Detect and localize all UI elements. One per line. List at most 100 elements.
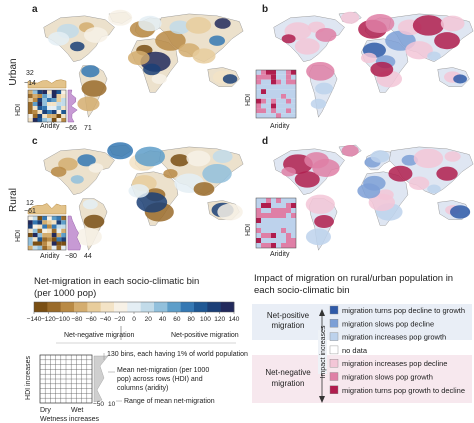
- map-region: [50, 166, 67, 177]
- colorbar-segment: [87, 302, 101, 312]
- heatmap-cell: [281, 228, 286, 233]
- heatmap-cell: [286, 223, 291, 228]
- heatmap-cell: [42, 228, 47, 233]
- heatmap-cell: [261, 208, 266, 213]
- heatmap-cell: [271, 223, 276, 228]
- heatmap-cell: [276, 98, 281, 104]
- heatmap-cell: [271, 74, 276, 80]
- heatmap-cell: [61, 110, 66, 114]
- heatmap-cell: [286, 103, 291, 109]
- colorbar-tick-label: 80: [188, 316, 196, 323]
- heatmap-cell: [32, 98, 38, 102]
- map-region: [70, 175, 84, 184]
- schematic-ylabel: HDI increases: [25, 356, 32, 400]
- heatmap-cell: [286, 89, 291, 94]
- map-region: [77, 96, 100, 112]
- heatmap-cell: [261, 213, 266, 218]
- map-region: [368, 193, 395, 212]
- heatmap-cell: [42, 98, 47, 102]
- heatmap-cell: [32, 224, 38, 229]
- inset-heatmap-c: [27, 203, 81, 251]
- heatmap-cell: [276, 103, 281, 109]
- map-region: [412, 15, 444, 36]
- map-region: [453, 74, 467, 84]
- colorbar-title-line1: Net-migration in each socio-climatic bin: [34, 276, 199, 287]
- heatmap-cell: [28, 233, 33, 238]
- heatmap-cell: [56, 228, 62, 233]
- heatmap-cell: [256, 70, 261, 75]
- heatmap-cell: [56, 237, 62, 242]
- heatmap-cell: [286, 203, 291, 208]
- heatmap-cell: [256, 103, 261, 109]
- heatmap-cell: [266, 79, 271, 85]
- heatmap-cell: [56, 224, 62, 229]
- heatmap-cell: [271, 213, 276, 218]
- heatmap-cell: [281, 208, 286, 213]
- map-region: [186, 150, 211, 167]
- heatmap-cell: [256, 98, 261, 104]
- impact-swatch: [329, 345, 339, 355]
- heatmap-cell: [256, 203, 261, 208]
- heatmap-cell: [28, 106, 33, 110]
- colorbar-tick-label: 120: [214, 316, 225, 323]
- heatmap-cell: [37, 110, 43, 114]
- heatmap-cell: [281, 84, 286, 90]
- heatmap-cell: [261, 70, 266, 75]
- heatmap-cell: [47, 110, 52, 114]
- heatmap-cell: [37, 114, 43, 118]
- heatmap-cell: [28, 94, 33, 98]
- colorbar-segment: [127, 302, 141, 312]
- map-region: [222, 74, 238, 84]
- heatmap-cell: [286, 238, 291, 243]
- heatmap-cell: [51, 241, 57, 246]
- heatmap-cell: [286, 243, 291, 248]
- heatmap-cell: [61, 228, 66, 233]
- colorbar-tick-label: −120: [41, 316, 56, 323]
- heatmap-cell: [47, 241, 52, 246]
- heatmap-cell: [291, 228, 296, 233]
- heatmap-cell: [291, 79, 296, 85]
- heatmap-cell: [256, 238, 261, 243]
- panel-c-xlabel: Aridity: [40, 253, 60, 260]
- heatmap-cell: [47, 114, 52, 118]
- map-region: [81, 80, 107, 97]
- heatmap-cell: [42, 237, 47, 242]
- heatmap-cell: [28, 118, 33, 122]
- map-region: [192, 48, 216, 64]
- heatmap-cell: [32, 94, 38, 98]
- heatmap-cell: [291, 103, 296, 109]
- heatmap-cell: [61, 233, 66, 238]
- heatmap-cell: [56, 233, 62, 238]
- heatmap-cell: [286, 84, 291, 90]
- impact-swatch: [329, 332, 339, 341]
- inset-border: [255, 197, 297, 249]
- heatmap-cell: [256, 228, 261, 233]
- inset-heatmap-b: [255, 69, 297, 119]
- impact-entry-label: migration slows pop decline: [342, 319, 434, 328]
- heatmap-cell: [266, 98, 271, 104]
- heatmap-cell: [256, 113, 261, 118]
- heatmap-cell: [266, 84, 271, 90]
- map-region: [48, 31, 70, 46]
- map-region: [134, 146, 165, 167]
- map-region: [70, 41, 85, 52]
- heatmap-cell: [256, 218, 261, 223]
- heatmap-cell: [276, 108, 281, 114]
- heatmap-cell: [37, 233, 43, 238]
- heatmap-cell: [56, 102, 62, 106]
- map-region: [212, 149, 233, 164]
- heatmap-cell: [266, 70, 271, 75]
- panel-b-xlabel: Aridity: [270, 123, 290, 130]
- heatmap-cell: [281, 108, 286, 114]
- map-region: [305, 228, 331, 246]
- heatmap-cell: [281, 113, 286, 118]
- panel-b-letter: b: [262, 4, 268, 15]
- heatmap-cell: [276, 94, 281, 99]
- heatmap-cell: [256, 74, 261, 80]
- heatmap-cell: [28, 102, 33, 106]
- heatmap-cell: [37, 94, 43, 98]
- heatmap-cell: [291, 208, 296, 213]
- map-region: [82, 199, 98, 210]
- heatmap-cell: [51, 228, 57, 233]
